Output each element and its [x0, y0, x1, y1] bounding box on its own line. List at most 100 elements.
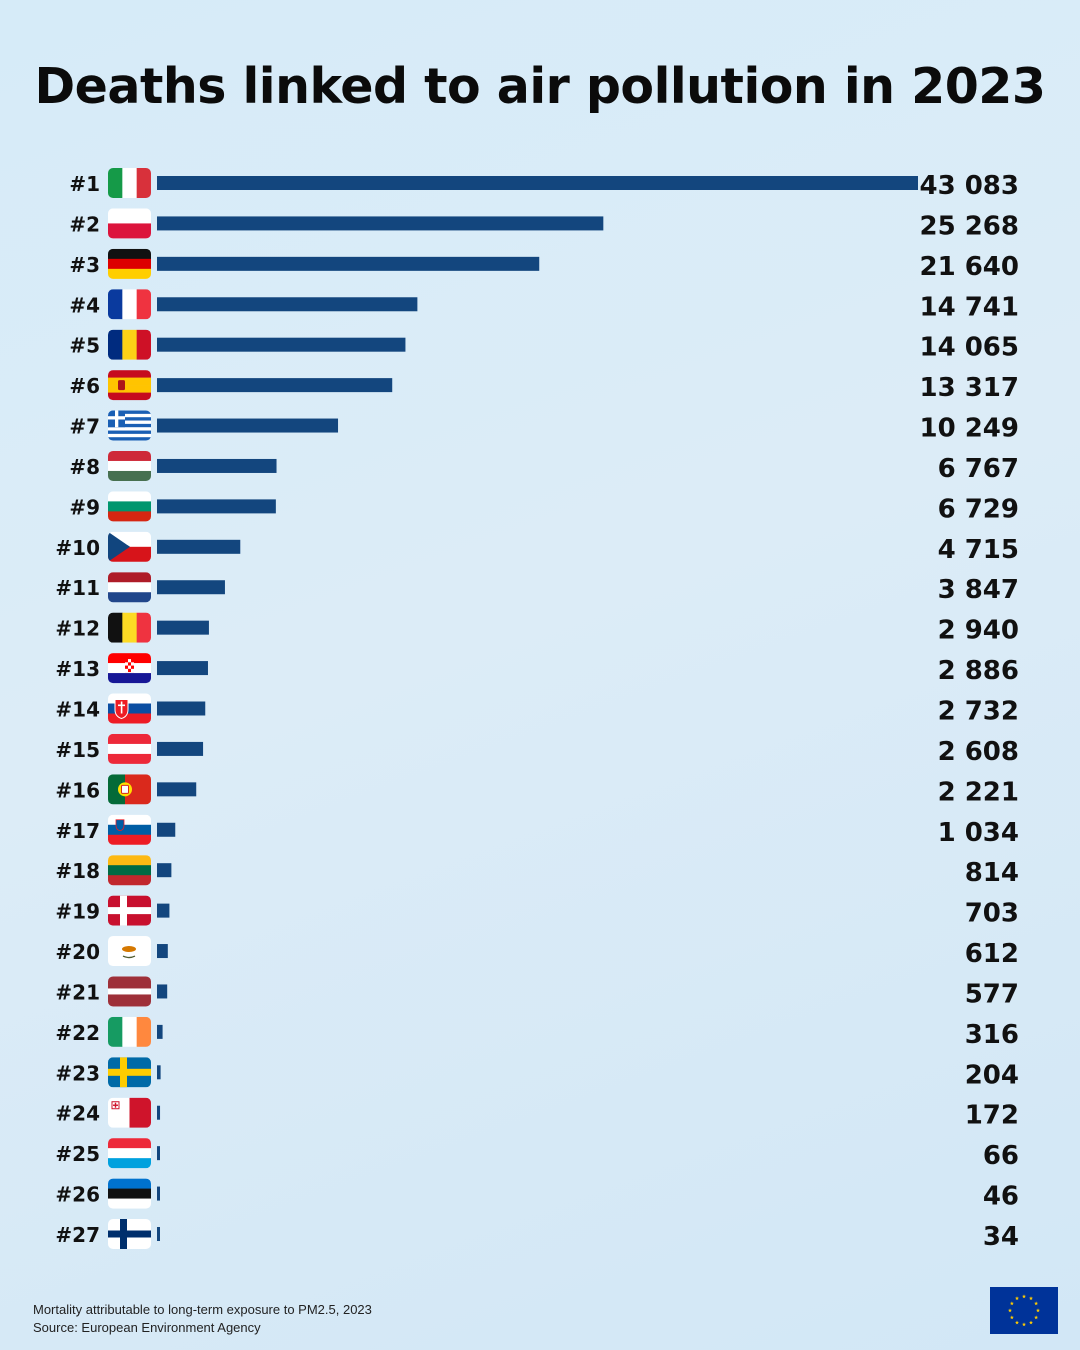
bar: [157, 1186, 160, 1201]
eu-flag-icon: [990, 1287, 1058, 1334]
bar: [157, 822, 176, 837]
flag-croatia-icon: [108, 653, 151, 684]
bar: [157, 1065, 161, 1080]
rank-label: #12: [55, 617, 100, 641]
bar: [157, 782, 197, 797]
flag-austria-icon: [108, 733, 151, 764]
value-label: 2 608: [938, 737, 1019, 767]
bar: [157, 1024, 163, 1039]
bar: [157, 944, 168, 959]
rank-label: #18: [55, 859, 100, 883]
bar: [157, 499, 276, 514]
rank-label: #3: [69, 253, 100, 277]
value-label: 316: [965, 1020, 1019, 1050]
footer-note: Mortality attributable to long-term expo…: [33, 1302, 372, 1317]
value-label: 4 715: [938, 535, 1019, 565]
bar: [157, 378, 393, 393]
rank-label: #2: [69, 212, 100, 236]
value-label: 577: [965, 979, 1019, 1009]
bar: [157, 418, 339, 433]
flag-bulgaria-icon: [108, 491, 151, 522]
rank-label: #26: [55, 1183, 100, 1207]
rank-label: #24: [55, 1102, 100, 1126]
flag-romania-icon: [108, 329, 151, 360]
value-label: 2 886: [938, 656, 1019, 686]
value-label: 2 221: [938, 777, 1019, 807]
flag-poland-icon: [108, 208, 151, 239]
value-label: 1 034: [938, 818, 1019, 848]
bar: [157, 297, 418, 312]
bar: [157, 539, 241, 554]
value-label: 10 249: [919, 414, 1019, 444]
flag-hungary-icon: [108, 450, 151, 481]
value-label: 6 729: [938, 494, 1019, 524]
rank-label: #6: [69, 374, 100, 398]
chart-title: Deaths linked to air pollution in 2023: [34, 58, 1046, 115]
rank-label: #8: [69, 455, 100, 479]
value-label: 21 640: [919, 252, 1019, 282]
flag-slovakia-icon: [108, 693, 151, 724]
flag-greece-icon: [108, 410, 151, 441]
bar: [157, 984, 168, 999]
bar: [157, 256, 540, 271]
flag-spain-icon: [108, 370, 151, 401]
bar: [157, 337, 406, 352]
flag-slovenia-icon: [108, 814, 151, 845]
bar: [157, 1105, 161, 1120]
flag-malta-icon: [108, 1097, 151, 1128]
value-label: 2 732: [938, 697, 1019, 727]
value-label: 14 741: [919, 292, 1019, 322]
flag-france-icon: [108, 289, 151, 320]
rank-label: #22: [55, 1021, 100, 1045]
bar: [157, 661, 208, 676]
bar: [157, 701, 206, 716]
bar: [157, 863, 172, 878]
rank-label: #10: [55, 536, 100, 560]
rank-label: #20: [55, 940, 100, 964]
bar: [157, 580, 225, 595]
rank-label: #17: [55, 819, 100, 843]
bar: [157, 1227, 160, 1241]
value-label: 814: [965, 858, 1019, 888]
flag-finland-icon: [108, 1219, 151, 1249]
flag-luxembourg-icon: [108, 1138, 151, 1169]
flag-cyprus-icon: [108, 936, 151, 967]
value-label: 25 268: [919, 211, 1019, 241]
rank-label: #5: [69, 334, 100, 358]
bar: [157, 1146, 160, 1161]
value-label: 3 847: [938, 575, 1019, 605]
rank-label: #14: [55, 698, 100, 722]
rank-label: #9: [69, 495, 100, 519]
flag-netherlands-icon: [108, 572, 151, 603]
value-label: 6 767: [938, 454, 1019, 484]
rank-label: #1: [69, 172, 100, 196]
bar: [157, 903, 170, 918]
value-label: 46: [983, 1182, 1019, 1212]
bar: [157, 620, 209, 635]
rank-label: #16: [55, 778, 100, 802]
value-label: 14 065: [919, 333, 1019, 363]
flag-latvia-icon: [108, 976, 151, 1007]
value-label: 612: [965, 939, 1019, 969]
flag-ireland-icon: [108, 1016, 151, 1047]
flag-lithuania-icon: [108, 855, 151, 886]
value-label: 13 317: [919, 373, 1019, 403]
value-label: 172: [965, 1101, 1019, 1131]
flag-portugal-icon: [108, 774, 151, 805]
bar: [157, 458, 277, 473]
rank-label: #27: [55, 1223, 100, 1247]
rank-label: #4: [69, 293, 100, 317]
bar: [157, 216, 604, 231]
value-label: 204: [965, 1060, 1019, 1090]
rank-label: #25: [55, 1142, 100, 1166]
flag-italy-icon: [108, 168, 151, 198]
rank-label: #21: [55, 980, 100, 1004]
rank-label: #23: [55, 1061, 100, 1085]
value-label: 43 083: [919, 171, 1019, 201]
flag-czechia-icon: [108, 531, 151, 562]
value-label: 2 940: [938, 616, 1019, 646]
value-label: 703: [965, 899, 1019, 929]
value-label: 66: [983, 1141, 1019, 1171]
flag-estonia-icon: [108, 1178, 151, 1209]
